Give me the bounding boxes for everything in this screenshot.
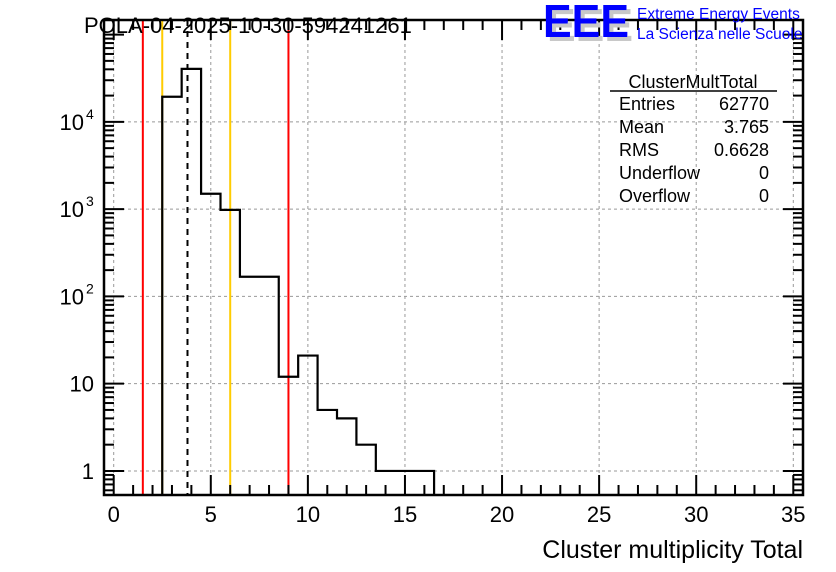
x-tick-label: 25 (587, 502, 611, 527)
x-axis-label: Cluster multiplicity Total (542, 536, 803, 564)
y-tick-label-exponent: 4 (86, 106, 94, 122)
eee-logo: EEE Extreme Energy Events La Scienza nel… (543, 0, 802, 47)
stats-label-rms: RMS (619, 140, 659, 160)
histogram-bin (279, 377, 298, 495)
logo-line2: La Scienza nelle Scuole (637, 26, 802, 43)
y-tick-label-exponent: 2 (86, 280, 94, 296)
stats-value-overflow: 0 (759, 186, 769, 206)
histogram-bin (259, 277, 278, 495)
stats-label-entries: Entries (619, 94, 675, 114)
y-tick-label: 10 (70, 372, 94, 397)
histogram-outline (161, 67, 436, 495)
x-tick-label: 10 (296, 502, 320, 527)
y-tick-label: 10 (60, 110, 84, 135)
stats-value-entries: 62770 (719, 94, 769, 114)
histogram-bin (240, 277, 259, 495)
stats-value-rms: 0.6628 (714, 140, 769, 160)
x-tick-label: 5 (205, 502, 217, 527)
y-tick-label: 10 (60, 284, 84, 309)
histogram-bin (182, 69, 201, 495)
x-tick-label: 0 (108, 502, 120, 527)
histogram-bars (161, 67, 436, 495)
histogram-bin (201, 194, 220, 495)
stats-label-underflow: Underflow (619, 163, 701, 183)
x-tick-label: 35 (781, 502, 805, 527)
stats-box: ClusterMultTotal Entries 62770 Mean 3.765 RM… (610, 72, 777, 206)
axes (102, 18, 805, 497)
stats-label-overflow: Overflow (619, 186, 691, 206)
stats-title: ClusterMultTotal (628, 72, 757, 92)
grid (104, 20, 803, 495)
histogram-bin (298, 356, 317, 495)
stats-value-underflow: 0 (759, 163, 769, 183)
histogram-bin (162, 97, 181, 495)
y-tick-label: 10 (60, 197, 84, 222)
plot-frame (102, 18, 805, 497)
x-tick-label: 20 (490, 502, 514, 527)
stats-label-mean: Mean (619, 117, 664, 137)
x-tick-label: 30 (684, 502, 708, 527)
x-tick-label: 15 (393, 502, 417, 527)
histogram-bin (221, 210, 240, 495)
logo-line1: Extreme Energy Events (637, 6, 800, 23)
stats-value-mean: 3.765 (724, 117, 769, 137)
histogram-bin (318, 410, 337, 495)
logo-text: EEE (543, 0, 629, 47)
y-tick-label-exponent: 3 (86, 193, 94, 209)
plot-title: POLA-04-2025-10-30-594241261 (84, 13, 412, 38)
y-tick-label: 1 (82, 459, 94, 484)
histogram-bin (337, 418, 356, 495)
